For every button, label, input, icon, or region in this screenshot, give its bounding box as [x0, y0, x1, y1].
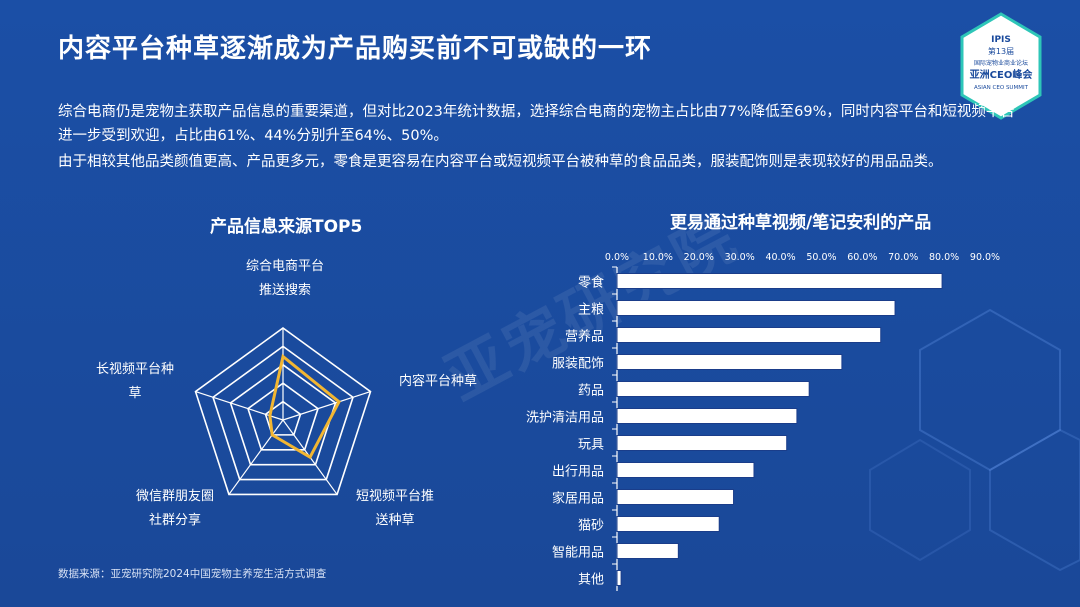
bar: [616, 516, 720, 532]
x-tick-label: 10.0%: [643, 252, 673, 263]
badge-line1: IPIS: [991, 35, 1011, 45]
radar-series-line: [268, 353, 341, 460]
bar: [616, 327, 882, 343]
x-tick-label: 90.0%: [970, 252, 1000, 263]
bar: [616, 489, 735, 505]
badge-line3: 国际宠物业商业论坛: [974, 59, 1028, 67]
category-label: 出行用品: [552, 465, 604, 480]
category-label: 药品: [578, 384, 604, 399]
category-label: 智能用品: [552, 546, 604, 561]
x-tick-label: 40.0%: [765, 252, 795, 263]
category-label: 猫砂: [578, 519, 604, 534]
x-tick-label: 70.0%: [888, 252, 918, 263]
x-tick-label: 20.0%: [684, 252, 714, 263]
bar: [616, 543, 679, 559]
radar-ring: [212, 345, 354, 481]
data-source-note: 数据来源：亚宠研究院2024中国宠物主养宠生活方式调查: [58, 568, 327, 580]
category-label: 零食: [578, 275, 604, 291]
radar-spoke: [282, 390, 371, 421]
radar-chart-title: 产品信息来源TOP5: [210, 217, 363, 237]
intro-paragraph-2: 由于相较其他品类颜值更高、产品更多元，零食是更容易在内容平台或短视频平台被种草的…: [58, 154, 943, 170]
category-label: 玩具: [578, 438, 604, 453]
radar-ring: [194, 327, 372, 496]
bar: [616, 435, 788, 451]
bar: [616, 273, 943, 289]
bar-chart-title: 更易通过种草视频/笔记安利的产品: [670, 213, 932, 233]
x-tick-label: 50.0%: [806, 252, 836, 263]
radar-spoke: [195, 390, 284, 421]
bar: [616, 408, 798, 424]
badge-line4: 亚洲CEO峰会: [970, 68, 1033, 81]
radar-ring: [247, 382, 319, 451]
category-label: 主粮: [578, 303, 604, 318]
x-tick-label: 30.0%: [725, 252, 755, 263]
radar-axis-label: 微信群朋友圈 社群分享: [135, 489, 214, 528]
radar-ring: [264, 400, 302, 436]
radar-ring: [229, 363, 337, 466]
bar: [616, 300, 896, 316]
x-tick-label: 80.0%: [929, 252, 959, 263]
category-label: 服装配饰: [552, 357, 604, 372]
bar: [616, 381, 810, 397]
badge-line5: ASIAN CEO SUMMIT: [974, 85, 1029, 91]
radar-spoke: [228, 419, 284, 495]
category-label: 其他: [578, 573, 604, 588]
summit-logo: IPIS 第13届 国际宠物业商业论坛 亚洲CEO峰会 ASIAN CEO SU…: [960, 12, 1042, 120]
x-tick-label: 60.0%: [847, 252, 877, 263]
category-label: 营养品: [565, 329, 604, 345]
bar: [616, 570, 622, 586]
radar-axis-label: 内容平台种草: [398, 374, 477, 389]
badge-line2: 第13届: [988, 46, 1014, 56]
bar: [616, 462, 755, 478]
radar-axis-label: 长视频平台种草: [95, 362, 174, 401]
bar: [616, 354, 843, 370]
category-label: 洗护清洁用品: [526, 411, 604, 426]
radar-axis-label: 综合电商平台 推送搜索: [245, 259, 324, 298]
intro-paragraph-1: 综合电商仍是宠物主获取产品信息的重要渠道，但对比2023年统计数据，选择综合电商…: [58, 104, 1015, 144]
x-tick-label: 0.0%: [605, 252, 629, 263]
page-title: 内容平台种草逐渐成为产品购买前不可或缺的一环: [58, 34, 653, 64]
category-label: 家居用品: [552, 491, 604, 507]
radar-axis-label: 短视频平台推 送种草: [355, 489, 434, 528]
